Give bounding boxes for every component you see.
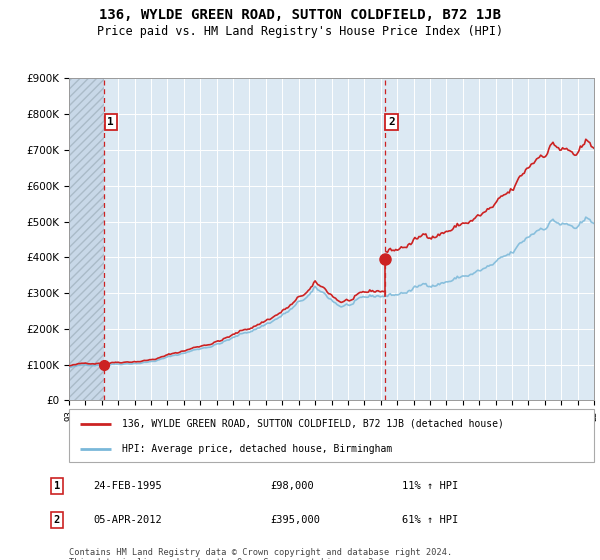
Text: 136, WYLDE GREEN ROAD, SUTTON COLDFIELD, B72 1JB: 136, WYLDE GREEN ROAD, SUTTON COLDFIELD,… (99, 8, 501, 22)
Text: 05-APR-2012: 05-APR-2012 (93, 515, 162, 525)
Text: 1: 1 (54, 480, 60, 491)
Text: £395,000: £395,000 (270, 515, 320, 525)
Text: Contains HM Land Registry data © Crown copyright and database right 2024.
This d: Contains HM Land Registry data © Crown c… (69, 548, 452, 560)
Text: 2: 2 (54, 515, 60, 525)
FancyBboxPatch shape (69, 409, 594, 462)
Bar (69, 78, 104, 400)
Text: £98,000: £98,000 (270, 480, 314, 491)
Text: 61% ↑ HPI: 61% ↑ HPI (402, 515, 458, 525)
Text: HPI: Average price, detached house, Birmingham: HPI: Average price, detached house, Birm… (121, 444, 392, 454)
Text: 24-FEB-1995: 24-FEB-1995 (93, 480, 162, 491)
Text: Price paid vs. HM Land Registry's House Price Index (HPI): Price paid vs. HM Land Registry's House … (97, 25, 503, 38)
Text: 1: 1 (107, 117, 114, 127)
Text: 11% ↑ HPI: 11% ↑ HPI (402, 480, 458, 491)
Text: 136, WYLDE GREEN ROAD, SUTTON COLDFIELD, B72 1JB (detached house): 136, WYLDE GREEN ROAD, SUTTON COLDFIELD,… (121, 419, 503, 429)
Text: 2: 2 (388, 117, 395, 127)
